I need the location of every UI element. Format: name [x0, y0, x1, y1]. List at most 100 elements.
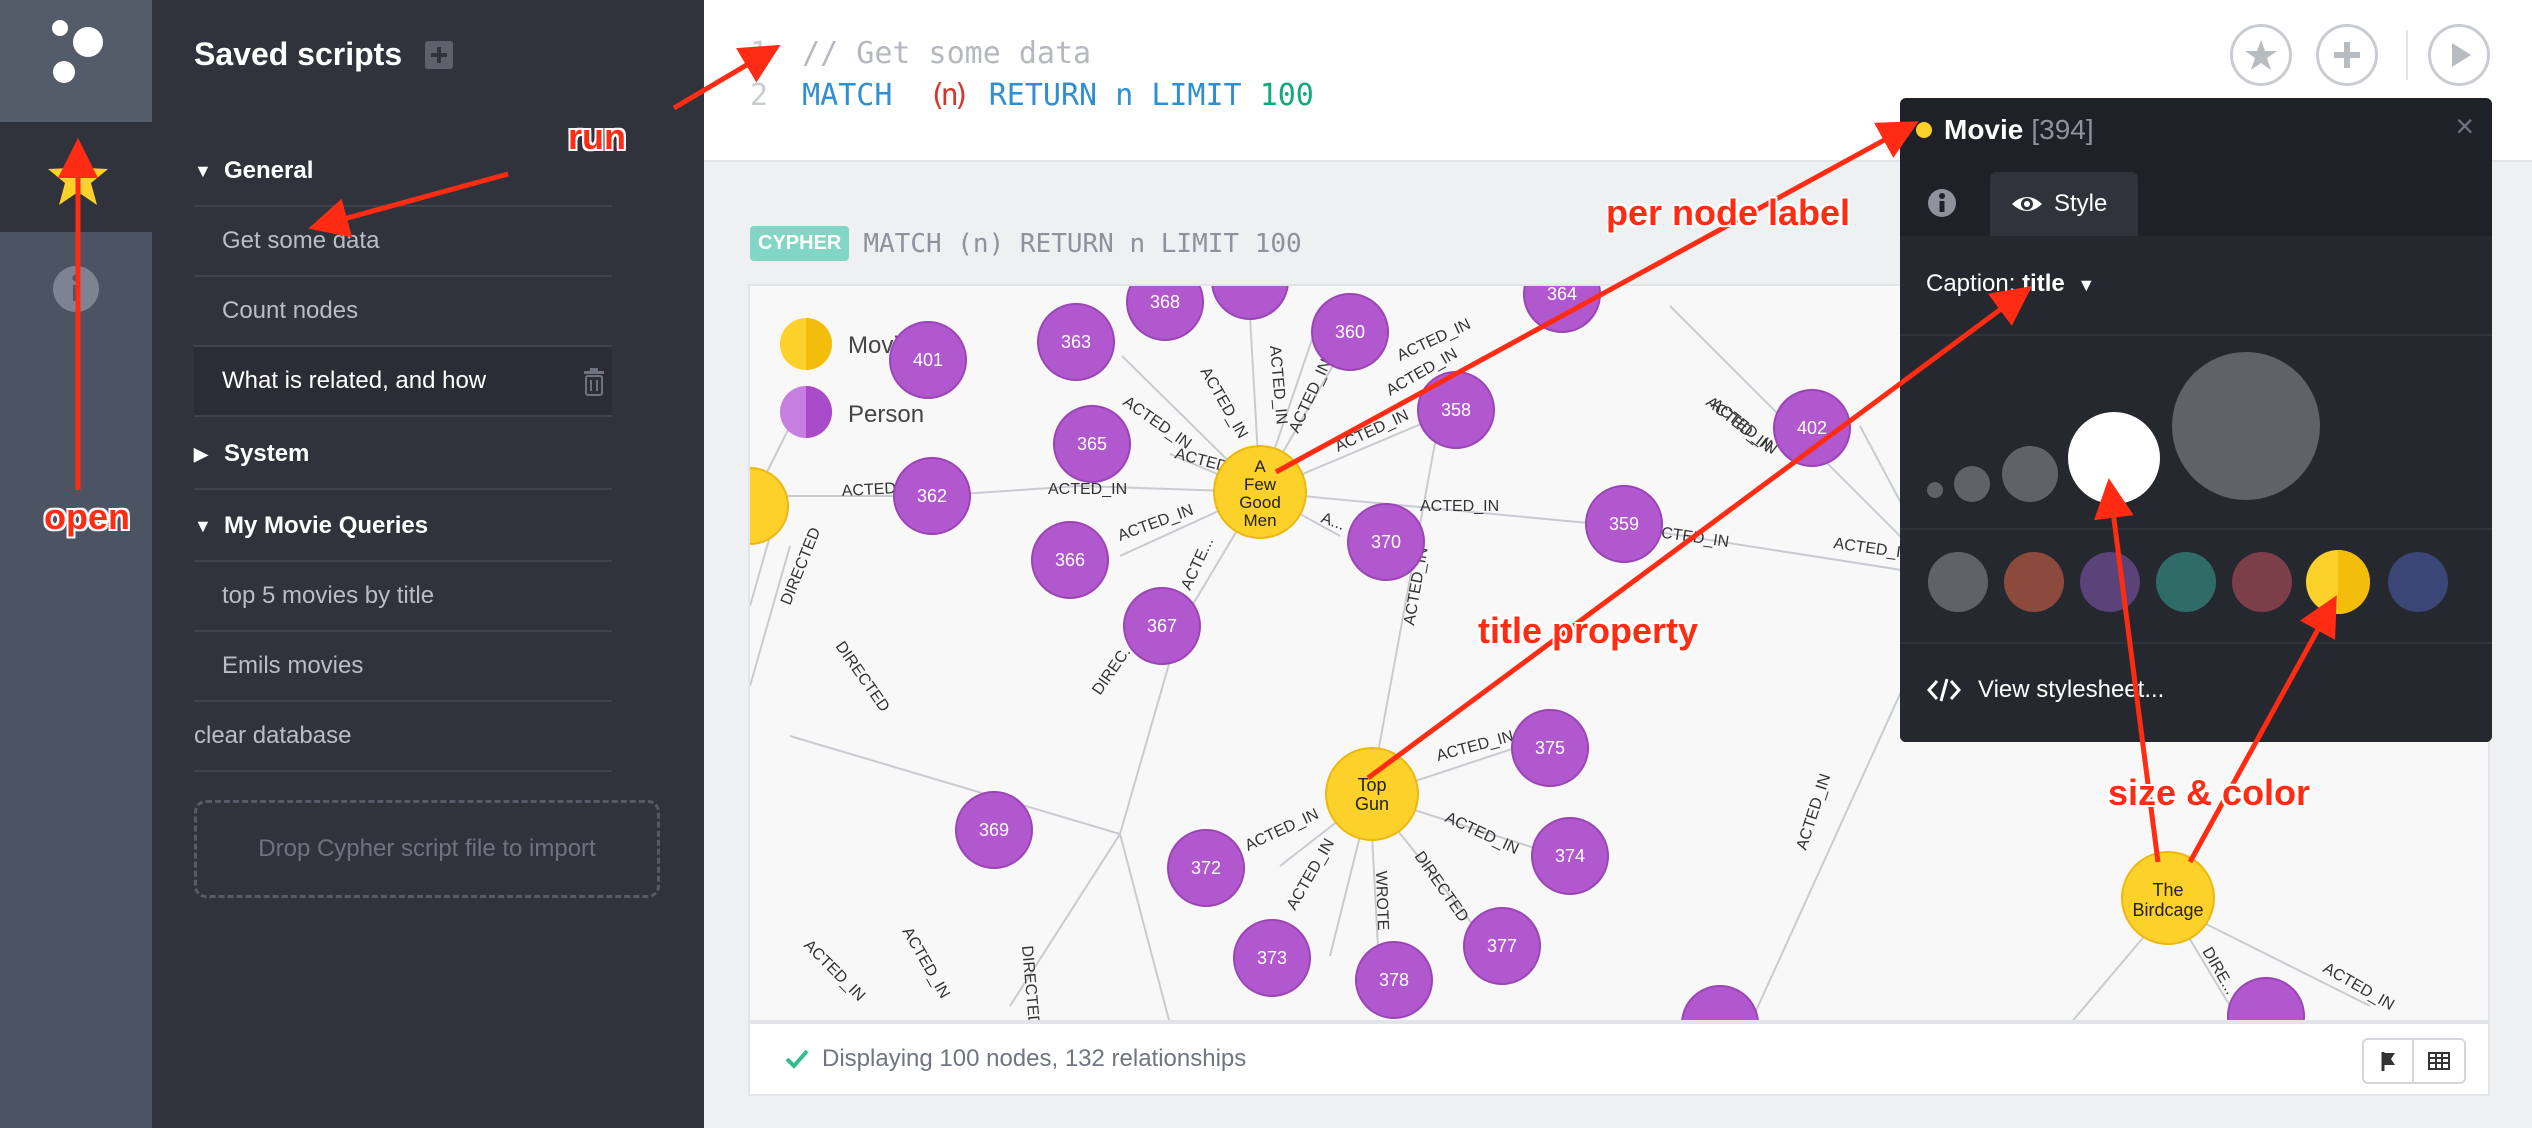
rel-label: DIRECTED	[1411, 849, 1472, 926]
graph-node[interactable]: 363	[1037, 303, 1115, 381]
script-item[interactable]: clear database	[194, 702, 612, 772]
add-button[interactable]	[2316, 24, 2378, 86]
graph-node[interactable]: 366	[1031, 521, 1109, 599]
graph-node[interactable]: 374	[1531, 817, 1609, 895]
folder-label: System	[224, 440, 310, 467]
graph-node[interactable]: 372	[1167, 829, 1245, 907]
graph-node[interactable]: 378	[1355, 941, 1433, 1019]
code-keyword: MATCH	[802, 78, 893, 113]
graph-node[interactable]: 373	[1233, 919, 1311, 997]
svg-text:366: 366	[1055, 550, 1085, 570]
graph-node[interactable]: 377	[1463, 907, 1541, 985]
code-variable: n	[940, 78, 959, 113]
frame-query[interactable]: MATCH (n) RETURN n LIMIT 100	[863, 228, 1302, 259]
graph-node[interactable]: 375	[1511, 709, 1589, 787]
size-option[interactable]	[2172, 352, 2320, 500]
popover-label: Movie	[1944, 114, 2024, 145]
graph-node[interactable]: 359	[1585, 485, 1663, 563]
script-label: Emils movies	[222, 652, 364, 679]
graph-node[interactable]	[1211, 286, 1289, 320]
graph-node[interactable]: A Few Good Men	[1213, 445, 1307, 539]
rel-label: WROTE	[1372, 871, 1391, 931]
graph-node[interactable]: 370	[1347, 503, 1425, 581]
close-icon[interactable]: ×	[2455, 108, 2474, 144]
color-swatch[interactable]	[2156, 552, 2216, 612]
popover-count: [394]	[2031, 114, 2094, 145]
svg-text:378: 378	[1379, 970, 1409, 990]
editor-line-2[interactable]: 2 MATCH (n) RETURN n LIMIT 100	[750, 78, 1314, 113]
dropzone-text: Drop Cypher script file to import	[258, 835, 596, 862]
folder-system[interactable]: ▶ System	[194, 420, 612, 490]
script-item[interactable]: What is related, and how	[194, 347, 612, 417]
folder-my-movie-queries[interactable]: ▼ My Movie Queries	[194, 492, 612, 562]
favorite-button[interactable]	[2230, 24, 2292, 86]
legend-person[interactable]: Person	[780, 386, 924, 438]
size-option-selected[interactable]	[2068, 412, 2160, 504]
popover-tabs: Style	[1900, 172, 2492, 236]
legend: Movie Person	[780, 318, 924, 438]
svg-text:363: 363	[1061, 332, 1091, 352]
graph-node[interactable]: 360	[1311, 293, 1389, 371]
play-icon	[2452, 43, 2471, 67]
color-swatch[interactable]	[2232, 552, 2292, 612]
import-dropzone[interactable]: Drop Cypher script file to import	[194, 800, 660, 898]
color-swatch[interactable]	[2004, 552, 2064, 612]
script-item[interactable]: top 5 movies by title	[194, 562, 612, 632]
folder-general[interactable]: ▼ General	[194, 137, 612, 207]
color-picker	[1928, 550, 2448, 614]
svg-text:Good: Good	[1239, 493, 1281, 512]
graph-node[interactable]: 367	[1123, 587, 1201, 665]
rel-label: ACTED_IN	[1116, 502, 1196, 545]
tab-info[interactable]	[1910, 172, 1974, 234]
graph-node[interactable]: The Birdcage	[2121, 851, 2215, 945]
color-swatch[interactable]	[2080, 552, 2140, 612]
svg-text:Top: Top	[1357, 775, 1386, 795]
graph-node[interactable]: Top Gun	[1325, 747, 1419, 841]
graph-node[interactable]: 358	[1417, 371, 1495, 449]
color-swatch[interactable]	[2388, 552, 2448, 612]
color-swatch[interactable]	[1928, 552, 1988, 612]
svg-text:375: 375	[1535, 738, 1565, 758]
add-folder-icon[interactable]	[425, 41, 453, 69]
graph-view-button[interactable]	[2364, 1040, 2415, 1082]
code-number: 100	[1259, 78, 1314, 113]
graph-node[interactable]: 401	[889, 321, 967, 399]
graph-node[interactable]: 369	[955, 791, 1033, 869]
info-tab[interactable]	[0, 232, 152, 352]
rel-label: ACTED_IN	[1284, 836, 1338, 913]
script-item[interactable]: Get some data	[194, 207, 612, 277]
size-option[interactable]	[2002, 446, 2058, 502]
view-stylesheet-link[interactable]: View stylesheet...	[1926, 676, 2164, 704]
rel-label: ACTED_IN	[1333, 407, 1412, 456]
caption-selector[interactable]: Caption: title ▼	[1926, 270, 2095, 298]
table-view-button[interactable]	[2414, 1040, 2464, 1082]
graph-node[interactable]	[750, 467, 789, 545]
size-picker	[1927, 352, 2320, 504]
line-number: 1	[750, 36, 769, 71]
editor-line-1[interactable]: 1 // Get some data	[750, 36, 1091, 71]
divider	[1900, 642, 2492, 644]
graph-node[interactable]: 362	[893, 457, 971, 535]
graph-node[interactable]	[1681, 985, 1759, 1022]
annotation-per-node-label: per node label	[1606, 192, 1851, 233]
annotation-size-color: size & color	[2108, 772, 2311, 813]
graph-node[interactable]: 402	[1773, 389, 1851, 467]
tab-style[interactable]: Style	[1990, 172, 2138, 236]
divider	[1900, 334, 2492, 336]
script-item[interactable]: Emils movies	[194, 632, 612, 702]
graph-node[interactable]: 364	[1523, 286, 1601, 333]
star-icon	[48, 147, 108, 205]
favorites-tab[interactable]	[0, 122, 152, 232]
graph-node[interactable]	[2227, 977, 2305, 1022]
svg-text:367: 367	[1147, 616, 1177, 636]
graph-node[interactable]: 365	[1053, 405, 1131, 483]
script-item[interactable]: Count nodes	[194, 277, 612, 347]
size-option[interactable]	[1954, 466, 1990, 502]
trash-icon[interactable]	[582, 368, 606, 396]
size-option[interactable]	[1927, 482, 1943, 498]
rel-label: DIRE...	[2199, 945, 2240, 998]
run-button[interactable]	[2428, 24, 2490, 86]
logo-icon	[52, 20, 103, 83]
graph-node[interactable]: 368	[1126, 286, 1204, 341]
code-variable: n	[1115, 78, 1134, 113]
